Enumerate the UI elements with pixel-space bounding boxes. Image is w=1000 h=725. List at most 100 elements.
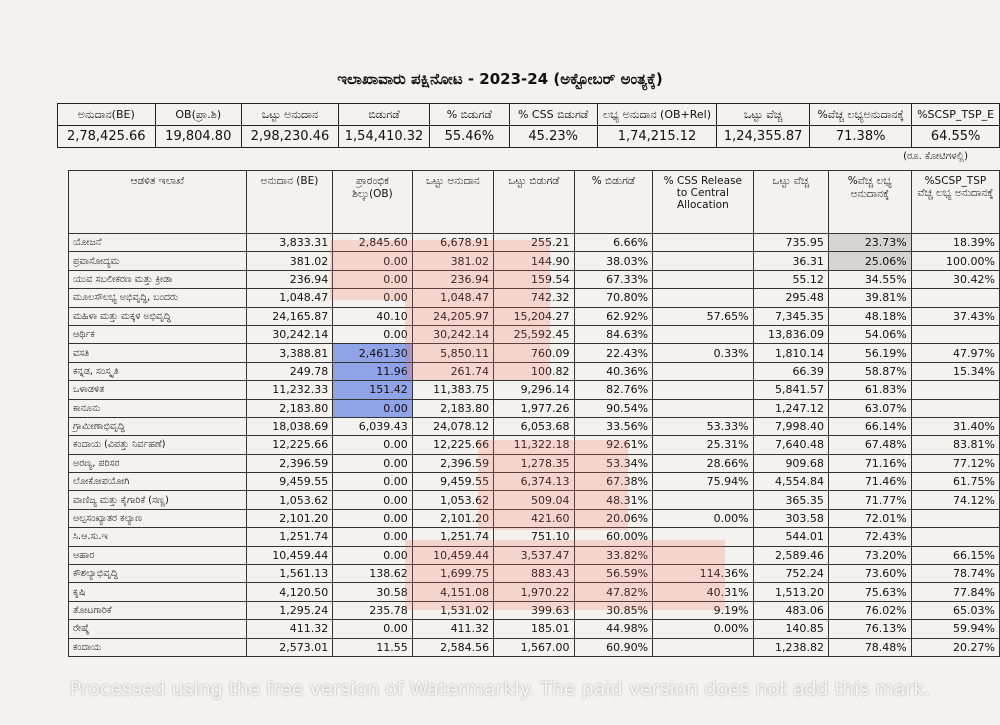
cell: 5,841.57 (752, 380, 829, 400)
summary-header: %ವೆಚ್ಚ ಲಭ್ಯಅನುದಾನಕ್ಕೆ (809, 103, 913, 126)
unit-note: (ರೂ. ಕೋಟಿಗಳಲ್ಲಿ) (903, 151, 968, 162)
table-row: ಅಲ್ಪಸಂಖ್ಯಾತರ ಕಲ್ಯಾಣ 2,101.20 0.00 2,101.20 4… (68, 508, 1000, 529)
cell: 61.75% (910, 472, 1000, 492)
cell: 261.74 (411, 361, 495, 382)
column-header: ಪ್ರಾರಂಭಿಕ ಶಿಲ್ಕು(OB) (332, 170, 413, 234)
cell: 6,039.43 (332, 416, 413, 437)
cell: 9,459.55 (411, 472, 495, 492)
cell: 92.61% (573, 435, 654, 455)
cell: 185.01 (493, 619, 575, 639)
cell: 742.32 (493, 288, 575, 308)
cell: 751.10 (493, 527, 575, 547)
cell: 67.48% (827, 435, 912, 455)
cell: 0.00 (332, 435, 413, 455)
summary-header: %SCSP_TSP_E (911, 103, 1000, 126)
cell (652, 288, 754, 308)
cell: 66.39 (752, 361, 829, 382)
cell: 0.00 (332, 269, 413, 290)
cell: 30,242.14 (245, 324, 334, 345)
cell: 44.98% (573, 619, 654, 639)
cell: 54.06% (827, 324, 912, 345)
cell (910, 398, 1000, 418)
cell: 760.09 (493, 343, 575, 363)
cell: 75.63% (827, 582, 912, 602)
cell (652, 324, 754, 345)
cell: 2,183.80 (245, 398, 334, 418)
summary-value: 1,54,410.32 (337, 125, 431, 148)
cell (652, 232, 754, 253)
table-row: ಅರಣ್ಯ, ಪರಿಸರ 2,396.59 0.00 2,396.59 1,278.35… (68, 453, 1000, 474)
cell: 73.60% (827, 564, 912, 584)
cell: 77.12% (910, 453, 1000, 474)
cell: 5,850.11 (411, 343, 495, 363)
summary-header: ಒಟ್ಟು ಅನುದಾನ (241, 103, 339, 126)
cell: 235.78 (332, 600, 413, 621)
cell: 2,101.20 (411, 508, 495, 529)
cell: 25.31% (652, 435, 754, 455)
cell: 76.02% (827, 600, 912, 621)
cell: 70.80% (573, 288, 654, 308)
table-row: ಮೂಲಸೌಲಭ್ಯ ಅಭಿವೃದ್ಧಿ, ಬಂದರು 1,048.47 0.00 1,… (68, 288, 1000, 308)
cell (652, 545, 754, 566)
cell: 3,537.47 (493, 545, 575, 566)
cell: 735.95 (752, 232, 829, 253)
summary-value-row: 2,78,425.66 19,804.80 2,98,230.46 1,54,410.… (57, 125, 1000, 148)
cell: 2,845.60 (332, 232, 413, 253)
cell: 0.00% (652, 508, 754, 529)
cell: 13,836.09 (752, 324, 829, 345)
cell: 9,296.14 (493, 380, 575, 400)
cell: 381.02 (411, 251, 495, 271)
cell: 100.00% (910, 251, 1000, 271)
cell: 40.31% (652, 582, 754, 602)
cell: 34.55% (827, 269, 912, 290)
cell: 11.96 (332, 361, 413, 382)
column-header: %ವೆಚ್ಚ ಲಭ್ಯ ಅನುದಾನಕ್ಕೆ (827, 170, 912, 234)
cell: 1,278.35 (493, 453, 575, 474)
cell: 40.10 (332, 306, 413, 326)
cell: 752.24 (752, 564, 829, 584)
cell: 71.16% (827, 453, 912, 474)
cell: 138.62 (332, 564, 413, 584)
summary-header-row: ಅನುದಾನ(BE) OB(ಪ್ರಾ.ಶಿ) ಒಟ್ಟು ಅನುದಾನ ಬಿಡುಗಡೆ… (57, 103, 1000, 126)
department-name: ಮೂಲಸೌಲಭ್ಯ ಅಭಿವೃದ್ಧಿ, ಬಂದರು (68, 288, 247, 308)
summary-value: 1,24,355.87 (716, 125, 811, 148)
department-name: ಯುವ ಸಬಲೀಕರಣ ಮತ್ತು ಕ್ರೀಡಾ (68, 269, 247, 290)
cell: 1,970.22 (493, 582, 575, 602)
cell: 55.12 (752, 269, 829, 290)
cell: 2,183.80 (411, 398, 495, 418)
cell: 144.90 (493, 251, 575, 271)
cell: 4,120.50 (245, 582, 334, 602)
cell: 114.36% (652, 564, 754, 584)
cell: 15.34% (910, 361, 1000, 382)
cell: 40.36% (573, 361, 654, 382)
cell: 0.00 (332, 527, 413, 547)
table-row: ಗ್ರಾಮೀಣಾಭಿವೃದ್ಧಿ 18,038.69 6,039.43 24,078.… (68, 416, 1000, 437)
cell: 11,322.18 (493, 435, 575, 455)
cell: 0.00 (332, 288, 413, 308)
cell: 28.66% (652, 453, 754, 474)
cell: 1,977.26 (493, 398, 575, 418)
cell: 0.00 (332, 619, 413, 639)
cell: 255.21 (493, 232, 575, 253)
cell: 56.59% (573, 564, 654, 584)
table-row: ಯುವ ಸಬಲೀಕರಣ ಮತ್ತು ಕ್ರೀಡಾ 236.94 0.00 236.94… (68, 269, 1000, 290)
cell: 1,810.14 (752, 343, 829, 363)
summary-header: OB(ಪ್ರಾ.ಶಿ) (154, 103, 243, 126)
cell (652, 527, 754, 547)
cell: 67.33% (573, 269, 654, 290)
cell: 1,513.20 (752, 582, 829, 602)
table-row: ಕಂದಾಯ 2,573.01 11.55 2,584.56 1,567.00 60.90%… (68, 637, 1000, 657)
cell: 67.38% (573, 472, 654, 492)
watermark: Processed using the free version of Wate… (69, 678, 931, 700)
cell: 39.81% (827, 288, 912, 308)
cell: 303.58 (752, 508, 829, 529)
cell: 47.97% (910, 343, 1000, 363)
cell: 4,554.84 (752, 472, 829, 492)
cell: 48.31% (573, 490, 654, 510)
table-row: ತೋಟಗಾರಿಕೆ 1,295.24 235.78 1,531.02 399.63 30.… (68, 600, 1000, 621)
cell (652, 637, 754, 657)
cell: 62.92% (573, 306, 654, 326)
cell: 2,589.46 (752, 545, 829, 566)
summary-table: ಅನುದಾನ(BE) OB(ಪ್ರಾ.ಶಿ) ಒಟ್ಟು ಅನುದಾನ ಬಿಡುಗಡೆ… (57, 103, 1000, 148)
summary-header: ಒಟ್ಟು ವೆಚ್ಚ (716, 103, 811, 126)
